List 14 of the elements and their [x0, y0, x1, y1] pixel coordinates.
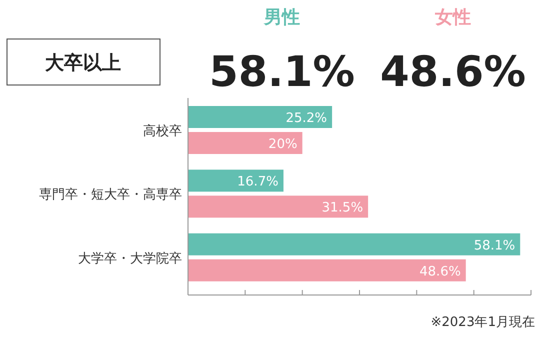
text: 大卒以上	[45, 52, 121, 74]
data-label: 58.1%	[474, 238, 516, 254]
data-label: 31.5%	[322, 200, 364, 216]
data-label: 20%	[268, 137, 298, 152]
text: 48.6%	[380, 47, 526, 96]
y-tick-label: 高校卒	[143, 123, 182, 139]
data-label: 25.2%	[286, 111, 328, 126]
y-tick-label: 専門卒・短大卒・高専卒	[39, 186, 182, 203]
legend: 男性 女性	[264, 7, 471, 28]
data-label: 48.6%	[420, 264, 461, 280]
y-tick-label: 大学卒・大学院卒	[78, 251, 182, 266]
text: 58.1%	[209, 47, 355, 96]
data-label: 16.7%	[237, 174, 278, 190]
text: ※2023年1月現在	[430, 315, 535, 330]
